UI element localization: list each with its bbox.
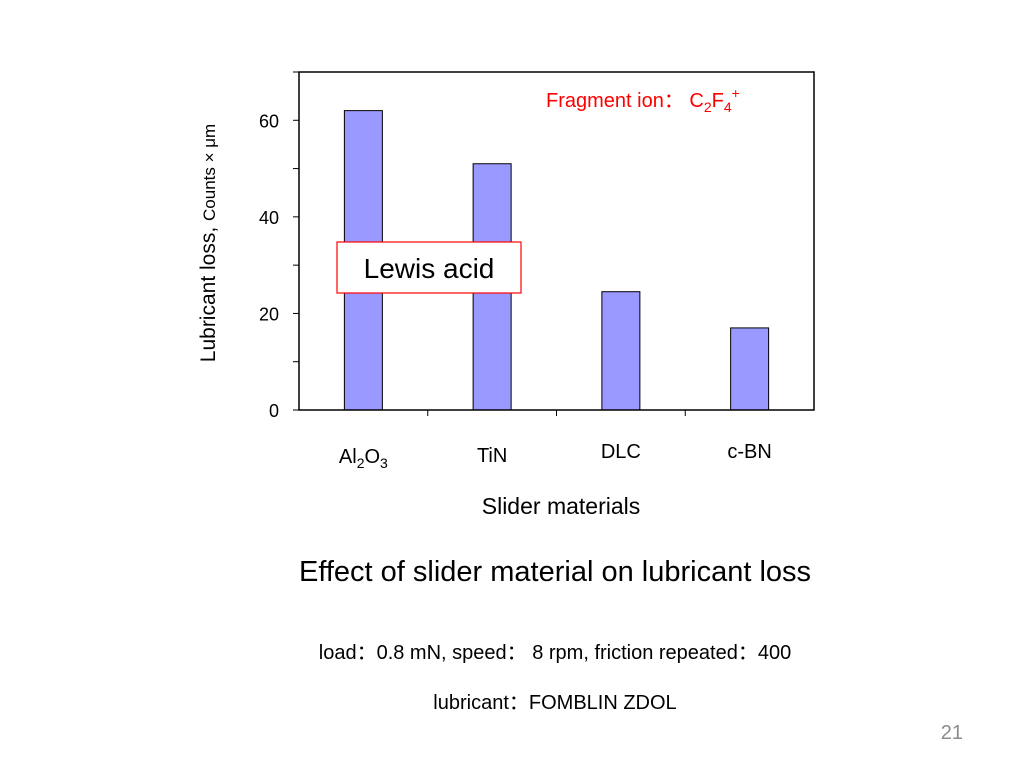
y-axis-label: Lubricant loss, Counts × μm [197,124,220,362]
y-tick-label: 60 [259,111,279,131]
ticks-layer: 0 20 40 60 [259,71,686,421]
bar-c-bn [730,327,770,411]
test-conditions: load：0.8 mN, speed： 8 rpm, friction repe… [318,642,792,664]
x-tick-labels: Al2O3 TiN DLC c-BN [339,441,772,471]
bars-layer [343,110,770,411]
x-tick-label-al2o3: Al2O3 [339,446,388,471]
x-tick-label-tin: TiN [477,445,507,467]
lubricant-info: lubricant：FOMBLIN ZDOL [433,692,677,714]
lewis-acid-box [336,241,522,294]
y-tick-label: 20 [259,304,279,324]
fragment-ion-annotation: Fragment ion： C2F4+ [546,85,740,115]
lewis-acid-label: Lewis acid [364,253,495,284]
x-tick-label-dlc: DLC [601,441,641,463]
x-axis-label: Slider materials [482,493,641,519]
slide-number: 21 [940,722,963,744]
chart-caption-title: Effect of slider material on lubricant l… [298,556,812,588]
bar-dlc [601,291,641,411]
x-tick-label-c-bn: c-BN [727,441,771,463]
y-tick-label: 0 [269,401,279,421]
y-tick-label: 40 [259,208,279,228]
lewis-acid-annotation: Lewis acid [336,241,522,294]
